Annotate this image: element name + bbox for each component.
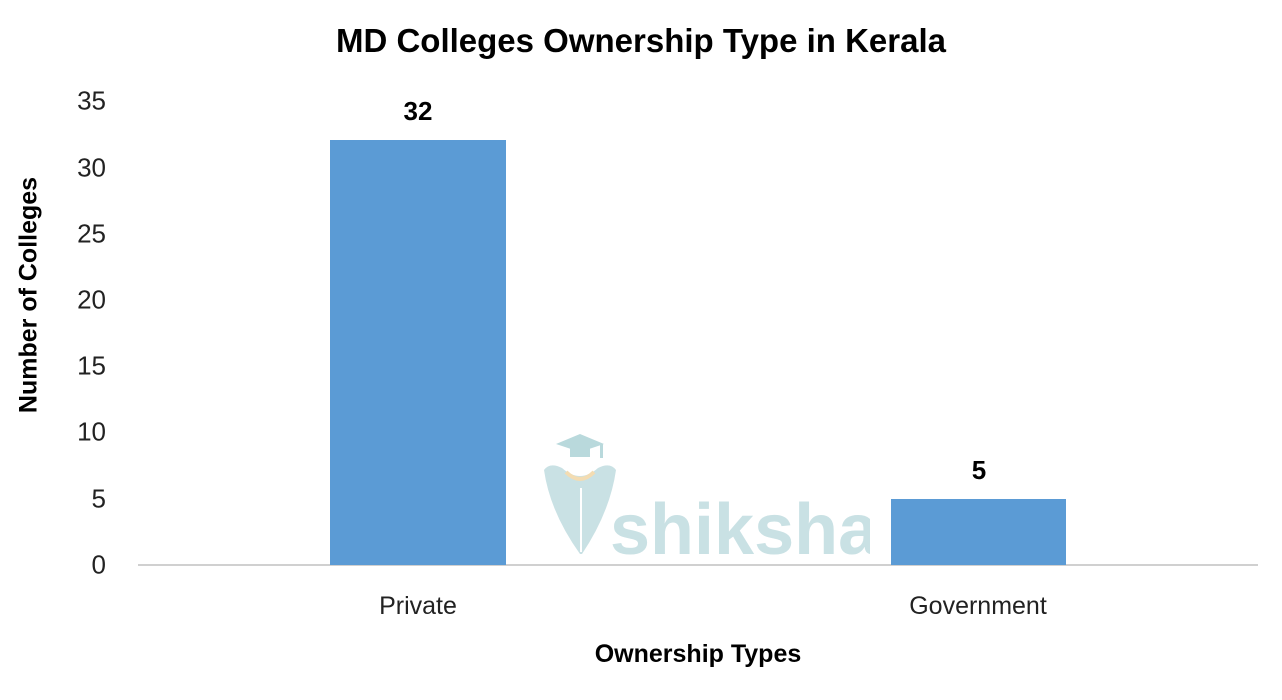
x-axis-line [138,564,1258,566]
y-tick: 25 [77,218,106,249]
x-tick-government: Government [909,592,1047,620]
x-tick-private: Private [379,592,457,620]
bar-government[interactable] [891,499,1066,565]
y-tick: 0 [91,549,106,580]
shiksha-watermark-logo: shiksha [544,434,870,562]
x-axis-title: Ownership Types [594,640,802,668]
pen-nib-icon [544,465,616,554]
bar-private[interactable] [330,140,506,565]
graduation-cap-icon [556,434,604,458]
y-tick: 35 [77,85,106,116]
y-tick: 10 [77,416,106,447]
y-tick: 5 [91,483,106,514]
y-axis-title: Number of Colleges [14,176,43,414]
y-tick: 15 [77,350,106,381]
chart-title: MD Colleges Ownership Type in Kerala [335,22,947,59]
y-tick: 30 [77,152,106,183]
bar-label-government: 5 [971,455,987,485]
y-tick: 20 [77,284,106,315]
svg-text:shiksha: shiksha [610,490,870,562]
bar-label-private: 32 [403,96,433,126]
